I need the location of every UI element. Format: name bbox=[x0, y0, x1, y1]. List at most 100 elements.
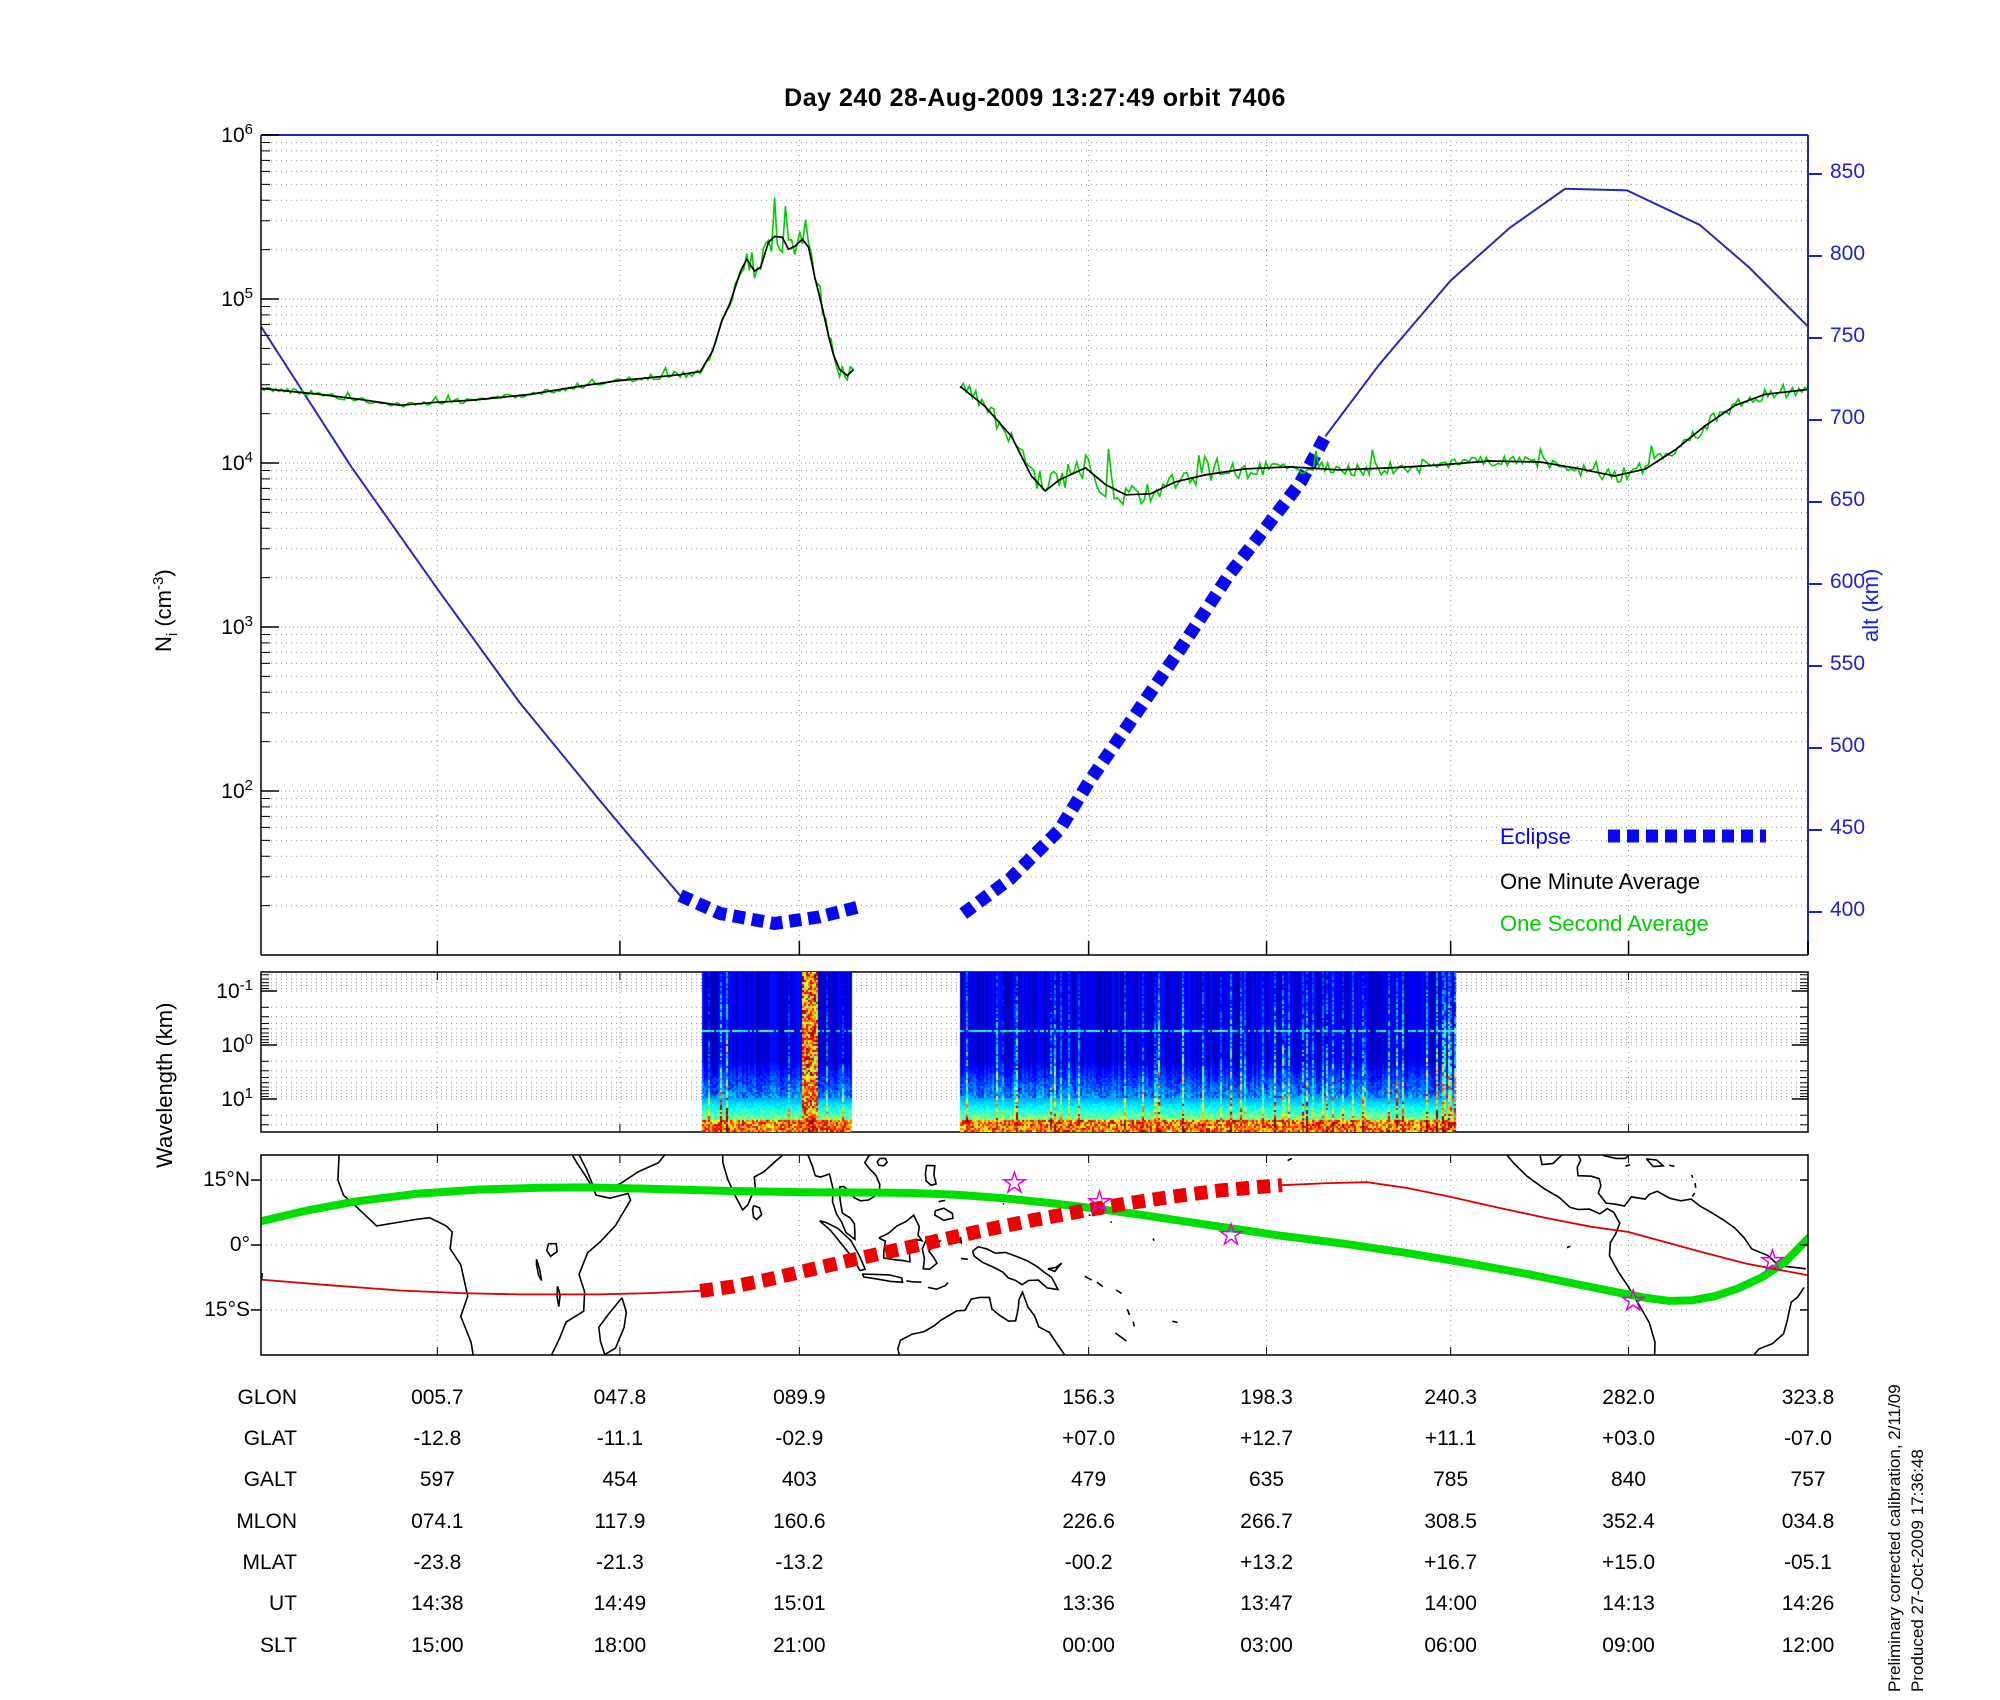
table-cell: 454 bbox=[602, 1468, 638, 1491]
event-star bbox=[1620, 1287, 1647, 1312]
table-cell: 403 bbox=[781, 1468, 817, 1491]
wavelength-tick-label: 100 bbox=[221, 1031, 253, 1057]
table-cell: -12.8 bbox=[413, 1427, 462, 1450]
table-cell: 635 bbox=[1249, 1468, 1285, 1491]
table-cell: -23.8 bbox=[413, 1551, 462, 1574]
produced-footnote: Produced 27-Oct-2009 17:36:48 bbox=[1908, 1449, 1927, 1692]
density-tick-label: 102 bbox=[221, 777, 253, 803]
altitude-tick-label: 400 bbox=[1830, 898, 1866, 921]
table-cell: 089.9 bbox=[773, 1386, 826, 1409]
table-cell: 06:00 bbox=[1424, 1634, 1477, 1657]
table-cell: 18:00 bbox=[593, 1634, 647, 1657]
eclipse-dashes-altitude bbox=[959, 433, 1332, 919]
map-lat-label-0: 0° bbox=[229, 1233, 250, 1256]
table-cell: 074.1 bbox=[411, 1510, 464, 1533]
map-lat-label-15n: 15°N bbox=[203, 1168, 250, 1191]
altitude-tick-label: 850 bbox=[1830, 160, 1866, 183]
table-cell: -02.9 bbox=[775, 1427, 824, 1450]
table-cell: 14:00 bbox=[1424, 1592, 1477, 1615]
table-cell: 117.9 bbox=[594, 1510, 646, 1533]
map-content bbox=[261, 1155, 1808, 1355]
table-cell: 308.5 bbox=[1424, 1510, 1477, 1533]
table-cell: 14:13 bbox=[1602, 1592, 1655, 1615]
eclipse-dashes-altitude bbox=[677, 889, 860, 931]
altitude-tick-label: 650 bbox=[1830, 488, 1866, 511]
density-panel-frame bbox=[260, 134, 1822, 956]
one-minute-average-curve bbox=[261, 235, 855, 407]
ground-track-line bbox=[1281, 1181, 1808, 1277]
density-panel-grid bbox=[261, 135, 1808, 955]
table-cell: 00:00 bbox=[1062, 1634, 1115, 1657]
table-cell: -13.2 bbox=[775, 1551, 824, 1574]
table-cell: 757 bbox=[1790, 1468, 1826, 1491]
event-star bbox=[1218, 1221, 1244, 1246]
spectrogram-canvas bbox=[261, 972, 1808, 1132]
event-star bbox=[1086, 1188, 1113, 1213]
altitude-tick-label: 500 bbox=[1830, 734, 1866, 757]
table-cell: 15:00 bbox=[411, 1634, 464, 1657]
density-tick-label: 104 bbox=[221, 449, 253, 475]
one-second-average-curve bbox=[261, 197, 855, 409]
table-cell: 479 bbox=[1071, 1468, 1107, 1491]
table-cell: 266.7 bbox=[1240, 1510, 1293, 1533]
altitude-tick-label: 800 bbox=[1830, 242, 1866, 265]
table-cell: 198.3 bbox=[1240, 1386, 1293, 1409]
table-cell: 13:36 bbox=[1062, 1592, 1115, 1615]
altitude-tick-label: 550 bbox=[1830, 652, 1866, 675]
table-cell: -07.0 bbox=[1784, 1427, 1832, 1450]
table-row-label: SLT bbox=[260, 1634, 297, 1657]
wavelength-tick-label: 101 bbox=[221, 1085, 253, 1111]
density-tick-label: 105 bbox=[221, 285, 253, 311]
table-cell: 323.8 bbox=[1781, 1386, 1835, 1409]
table-row-label: MLON bbox=[236, 1510, 297, 1533]
table-cell: 034.8 bbox=[1781, 1510, 1835, 1533]
map-lat-label-15s: 15°S bbox=[204, 1298, 250, 1321]
table-cell: 240.3 bbox=[1424, 1386, 1477, 1409]
table-cell: 352.4 bbox=[1602, 1510, 1655, 1533]
altitude-tick-label: 750 bbox=[1830, 324, 1866, 347]
map-panel bbox=[261, 1155, 1808, 1355]
table-cell: 14:38 bbox=[411, 1592, 464, 1615]
table-row-label: GLAT bbox=[243, 1427, 297, 1450]
table-cell: 226.6 bbox=[1062, 1510, 1115, 1533]
legend-eclipse: Eclipse bbox=[1500, 824, 1571, 849]
table-cell: 282.0 bbox=[1602, 1386, 1655, 1409]
table-cell: 13:47 bbox=[1240, 1592, 1293, 1615]
table-row-label: GALT bbox=[243, 1468, 297, 1491]
event-star bbox=[1001, 1169, 1028, 1194]
table-cell: 005.7 bbox=[411, 1386, 464, 1409]
table-cell: -11.1 bbox=[596, 1427, 644, 1450]
density-curves bbox=[261, 197, 1808, 507]
table-cell: 047.8 bbox=[593, 1386, 647, 1409]
legend-one-minute-average: One Minute Average bbox=[1500, 869, 1701, 894]
one-second-average-curve bbox=[959, 381, 1808, 507]
altitude-curve bbox=[261, 187, 1808, 931]
wavelength-tick-label: 10-1 bbox=[216, 977, 253, 1003]
table-cell: +11.1 bbox=[1424, 1427, 1477, 1450]
table-cell: +12.7 bbox=[1239, 1427, 1294, 1450]
table-cell: 12:00 bbox=[1781, 1634, 1835, 1657]
table-cell: 14:49 bbox=[593, 1592, 647, 1615]
table-cell: -21.3 bbox=[595, 1551, 644, 1574]
table-cell: 15:01 bbox=[773, 1592, 826, 1615]
event-star bbox=[1759, 1247, 1786, 1272]
table-cell: +03.0 bbox=[1601, 1427, 1656, 1450]
density-axis-label: Ni (cm-3) bbox=[150, 569, 181, 652]
legend-one-second-average: One Second Average bbox=[1500, 911, 1709, 936]
table-row-label: UT bbox=[269, 1592, 297, 1615]
wavelength-axis-label: Wavelength (km) bbox=[152, 1002, 177, 1168]
table-row-label: GLON bbox=[237, 1386, 297, 1409]
map-frame bbox=[251, 1154, 1809, 1356]
table-cell: 785 bbox=[1433, 1468, 1469, 1491]
table-cell: +15.0 bbox=[1601, 1551, 1656, 1574]
figure-title: Day 240 28-Aug-2009 13:27:49 orbit 7406 bbox=[784, 84, 1286, 112]
table-cell: 03:00 bbox=[1240, 1634, 1293, 1657]
table-row-label: MLAT bbox=[242, 1551, 297, 1574]
table-cell: -05.1 bbox=[1784, 1551, 1832, 1574]
density-tick-label: 103 bbox=[221, 613, 253, 639]
one-minute-average-curve bbox=[959, 385, 1808, 496]
eclipse-dashes-ground-track bbox=[699, 1178, 1283, 1298]
ground-track-line bbox=[261, 1278, 701, 1296]
